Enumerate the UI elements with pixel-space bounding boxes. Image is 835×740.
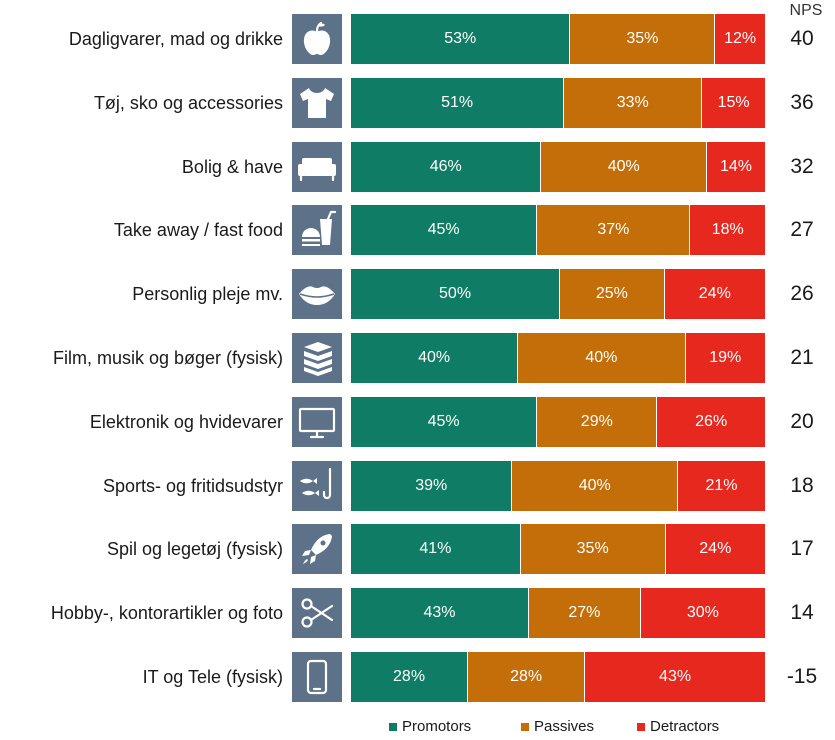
bar-segment-promotors: 51%	[351, 77, 565, 128]
category-label: Take away / fast food	[113, 220, 283, 241]
bar-segment-promotors: 43%	[351, 588, 530, 639]
legend-swatch	[389, 722, 397, 731]
bar-segment-passives: 29%	[537, 396, 658, 447]
nps-value: 17	[790, 537, 814, 561]
legend: Promotors Passives Detractors	[0, 718, 835, 738]
category-label: Bolig & have	[181, 156, 283, 177]
bar-segment-promotors: 45%	[351, 396, 538, 447]
nps-value: 26	[790, 282, 814, 306]
bar-segment-promotors: 45%	[351, 205, 538, 256]
stacked-bar: 39% 40% 21%	[351, 460, 765, 511]
bar-segment-passives: 37%	[537, 205, 691, 256]
category-label: Dagligvarer, mad og drikke	[68, 29, 283, 49]
stacked-bar: 50% 25% 24%	[351, 269, 765, 320]
tshirt-icon	[292, 77, 342, 128]
bar-segment-detractors: 15%	[702, 77, 765, 128]
bar-segment-detractors: 26%	[657, 396, 765, 447]
legend-swatch	[637, 722, 645, 731]
category-label: Personlig pleje mv.	[132, 284, 283, 305]
phone-icon	[292, 652, 342, 702]
bar-segment-promotors: 53%	[351, 14, 571, 64]
bar-segment-promotors: 50%	[351, 269, 561, 320]
bar-segment-detractors: 19%	[685, 333, 765, 383]
nps-value: 40	[790, 27, 814, 50]
bar-segment-passives: 35%	[570, 14, 716, 64]
lips-icon	[292, 269, 342, 320]
category-label: IT og Tele (fysisk)	[142, 667, 283, 687]
bar-segment-promotors: 28%	[351, 652, 469, 702]
stacked-bar: 46% 40% 14%	[351, 141, 765, 192]
apple-icon	[292, 14, 342, 64]
category-label: Hobby-, kontorartikler og foto	[50, 603, 283, 624]
bar-segment-passives: 33%	[564, 77, 703, 128]
legend-label: Passives	[534, 718, 595, 735]
nps-value: -15	[786, 665, 818, 688]
nps-value: 20	[790, 409, 814, 433]
stacked-bar: 28% 28% 43%	[351, 652, 765, 702]
bar-segment-promotors: 39%	[351, 460, 513, 511]
rocket-icon	[292, 524, 342, 575]
bar-segment-promotors: 40%	[351, 333, 519, 383]
bar-segment-detractors: 24%	[665, 524, 765, 575]
bar-segment-detractors: 21%	[678, 460, 765, 511]
bar-segment-passives: 28%	[468, 652, 586, 702]
stacked-bar: 43% 27% 30%	[351, 588, 765, 639]
nps-value: 36	[790, 90, 814, 114]
books-icon	[292, 333, 342, 383]
stacked-bar: 45% 29% 26%	[351, 396, 765, 447]
legend-item-passives: Passives	[521, 718, 594, 735]
bar-segment-passives: 40%	[512, 460, 679, 511]
burger-drink-icon	[292, 205, 342, 256]
bar-segment-detractors: 24%	[664, 269, 765, 320]
nps-header: NPS	[789, 2, 823, 19]
legend-swatch	[521, 722, 529, 731]
stacked-bar: 40% 40% 19%	[351, 333, 765, 383]
category-label: Spil og legetøj (fysisk)	[106, 539, 283, 560]
nps-value: 27	[790, 218, 814, 242]
bar-segment-detractors: 43%	[585, 652, 765, 702]
bar-segment-promotors: 46%	[351, 141, 542, 192]
category-label: Tøj, sko og accessories	[93, 92, 283, 113]
bar-segment-passives: 27%	[529, 588, 641, 639]
legend-item-detractors: Detractors	[637, 718, 719, 735]
bar-segment-passives: 35%	[520, 524, 666, 575]
bar-segment-detractors: 12%	[715, 14, 765, 64]
legend-label: Promotors	[402, 718, 472, 735]
category-label: Sports- og fritidsudstyr	[102, 475, 283, 496]
bar-segment-detractors: 30%	[640, 588, 765, 639]
scissors-icon	[292, 588, 342, 639]
bar-segment-detractors: 18%	[690, 205, 765, 256]
nps-value: 18	[790, 473, 814, 497]
category-label: Elektronik og hvidevarer	[89, 411, 283, 432]
legend-item-promotors: Promotors	[389, 718, 471, 735]
bar-segment-passives: 40%	[518, 333, 686, 383]
sofa-icon	[292, 141, 342, 192]
stacked-bar: 41% 35% 24%	[351, 524, 765, 575]
nps-value: 14	[790, 601, 814, 625]
nps-value: 21	[790, 346, 814, 369]
fishing-icon	[292, 460, 342, 511]
nps-value: 32	[790, 154, 814, 178]
category-label: Film, musik og bøger (fysisk)	[52, 348, 283, 368]
stacked-bar: 51% 33% 15%	[351, 77, 765, 128]
bar-segment-detractors: 14%	[707, 141, 765, 192]
stacked-bar: 53% 35% 12%	[351, 14, 765, 64]
bar-segment-passives: 25%	[560, 269, 665, 320]
legend-label: Detractors	[650, 718, 720, 735]
bar-segment-promotors: 41%	[351, 524, 521, 575]
monitor-icon	[292, 396, 342, 447]
bar-segment-passives: 40%	[541, 141, 708, 192]
stacked-bar: 45% 37% 18%	[351, 205, 765, 256]
